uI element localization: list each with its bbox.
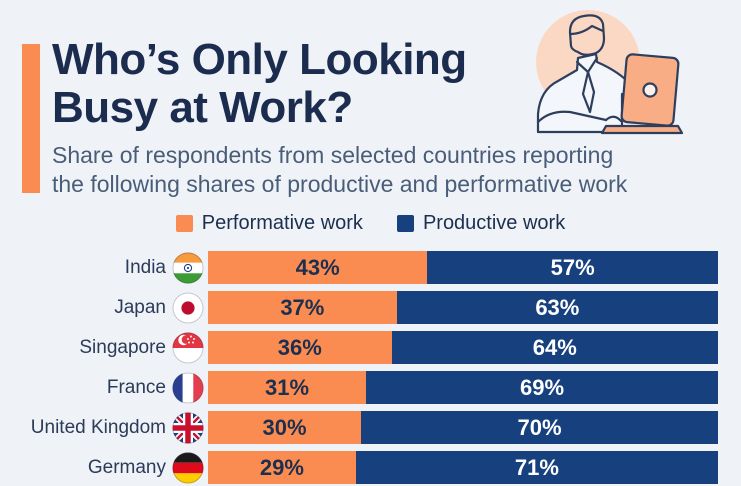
row-label: Germany — [0, 451, 208, 484]
productive-bar-segment: 69% — [366, 371, 718, 404]
productive-bar-segment: 64% — [391, 331, 718, 364]
legend-item-productive: Productive work — [396, 212, 566, 235]
productive-bar-segment: 57% — [427, 251, 718, 284]
productive-bar-segment: 71% — [355, 451, 718, 484]
performative-value: 43% — [295, 254, 340, 280]
productive-bar-segment: 70% — [361, 411, 718, 444]
flag-india-icon — [172, 252, 204, 284]
productive-value: 69% — [520, 374, 565, 400]
performative-bar-segment: 30% — [208, 411, 361, 444]
flag-uk-icon — [172, 412, 204, 444]
legend-item-performative: Performative work — [175, 212, 363, 235]
productive-bar-segment: 63% — [396, 291, 718, 324]
productive-value: 71% — [514, 454, 559, 480]
performative-value: 30% — [262, 414, 307, 440]
bar-track: 36% 64% — [208, 331, 718, 364]
performative-bar-segment: 36% — [208, 331, 392, 364]
productive-value: 64% — [532, 334, 577, 360]
row-label: France — [0, 371, 208, 404]
country-row-india: India 43% — [0, 251, 741, 284]
country-row-united-kingdom: United Kingdom — [0, 411, 741, 444]
performative-value: 29% — [259, 454, 304, 480]
performative-swatch-icon — [175, 215, 193, 232]
page-title-line2: Busy at Work? — [52, 83, 353, 132]
performative-value: 31% — [265, 374, 310, 400]
country-label: Japan — [114, 296, 166, 318]
chart-legend: Performative work Productive work — [0, 212, 741, 235]
legend-label-performative: Performative work — [201, 212, 363, 234]
row-label: United Kingdom — [0, 411, 208, 444]
worker-at-laptop-illustration — [508, 0, 708, 150]
bar-track: 43% 57% — [208, 251, 718, 284]
country-row-germany: Germany 29% 71% — [0, 451, 741, 484]
productive-value: 57% — [550, 254, 595, 280]
country-label: India — [124, 256, 166, 278]
row-label: Singapore — [0, 331, 208, 364]
performative-bar-segment: 31% — [208, 371, 367, 404]
row-label: Japan — [0, 291, 208, 324]
flag-singapore-icon — [172, 332, 204, 364]
title-accent-bar — [22, 44, 40, 193]
flag-france-icon — [172, 372, 204, 404]
country-label: United Kingdom — [30, 416, 166, 438]
country-row-singapore: Singapore — [0, 331, 741, 364]
page-title: Who’s Only Looking Busy at Work? — [52, 36, 532, 132]
bar-track: 31% 69% — [208, 371, 718, 404]
productive-value: 63% — [535, 294, 580, 320]
productive-value: 70% — [517, 414, 562, 440]
country-label: Singapore — [79, 336, 166, 358]
country-row-france: France 31% 69% — [0, 371, 741, 404]
performative-value: 37% — [280, 294, 325, 320]
bar-track: 29% 71% — [208, 451, 718, 484]
legend-label-productive: Productive work — [422, 212, 566, 234]
bar-track: 37% 63% — [208, 291, 718, 324]
country-label: Germany — [87, 456, 166, 478]
performative-bar-segment: 43% — [208, 251, 428, 284]
stacked-bar-chart: India 43% — [0, 251, 741, 486]
page-title-line1: Who’s Only Looking — [52, 35, 467, 84]
bar-track: 30% 70% — [208, 411, 718, 444]
page-subtitle: Share of respondents from selected count… — [52, 142, 628, 197]
performative-bar-segment: 37% — [208, 291, 397, 324]
row-label: India — [0, 251, 208, 284]
flag-japan-icon — [172, 292, 204, 324]
productive-swatch-icon — [396, 215, 414, 232]
flag-germany-icon — [172, 452, 204, 484]
performative-bar-segment: 29% — [208, 451, 356, 484]
country-row-japan: Japan 37% 63% — [0, 291, 741, 324]
performative-value: 36% — [277, 334, 322, 360]
country-label: France — [106, 376, 166, 398]
